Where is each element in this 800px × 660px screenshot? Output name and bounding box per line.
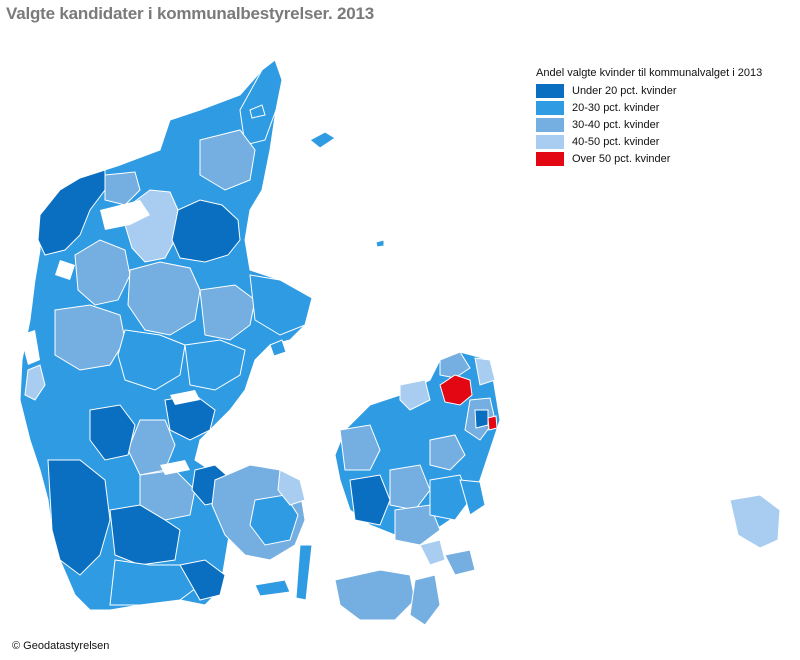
stevns-region bbox=[459, 479, 486, 516]
legend-item-over-50: Over 50 pct. kvinder bbox=[536, 150, 762, 167]
samso bbox=[269, 339, 287, 357]
copenhagen-center bbox=[474, 409, 489, 429]
map-title: Valgte kandidater i kommunalbestyrelser.… bbox=[6, 4, 375, 23]
silkeborg-region bbox=[117, 329, 186, 391]
viborg-region bbox=[127, 261, 201, 336]
thisted-region bbox=[37, 169, 106, 256]
legend-label: 20-30 pct. kvinder bbox=[572, 101, 660, 114]
gribskov-region bbox=[439, 351, 471, 379]
helsingor-region bbox=[474, 357, 496, 386]
legend-item-30-40: 30-40 pct. kvinder bbox=[536, 116, 762, 133]
legend-item-under-20: Under 20 pct. kvinder bbox=[536, 82, 762, 99]
legend-item-40-50: 40-50 pct. kvinder bbox=[536, 133, 762, 150]
frederikshavn-region bbox=[239, 59, 283, 146]
randers-region bbox=[199, 284, 256, 341]
djursland-region bbox=[249, 274, 313, 336]
zealand bbox=[334, 351, 501, 546]
legend-label: Over 50 pct. kvinder bbox=[572, 152, 671, 165]
hjelm bbox=[375, 239, 385, 248]
aabenraa-region bbox=[109, 559, 201, 606]
roskilde-region bbox=[429, 434, 466, 471]
legend-title: Andel valgte kvinder til kommunalvalget … bbox=[536, 67, 763, 79]
legend-label: Under 20 pct. kvinder bbox=[572, 84, 677, 97]
legend-swatch bbox=[536, 100, 564, 115]
kalundborg-region bbox=[339, 424, 381, 471]
aarhus-region bbox=[184, 339, 246, 391]
mainland-jutland bbox=[19, 59, 313, 611]
map-legend: Andel valgte kvinder til kommunalvalget … bbox=[536, 67, 762, 167]
bornholm bbox=[729, 494, 781, 549]
herning-region bbox=[54, 304, 126, 371]
copyright-notice: © Geodatastyrelsen bbox=[12, 640, 110, 652]
esbjerg-region bbox=[47, 459, 111, 576]
legend-swatch bbox=[536, 134, 564, 149]
west-coast-light bbox=[24, 364, 46, 401]
sonderborg-region bbox=[179, 559, 226, 601]
laeso bbox=[249, 104, 266, 119]
haderslev-region bbox=[109, 504, 181, 566]
rebild-region bbox=[171, 199, 241, 263]
mon bbox=[444, 549, 476, 576]
ringsted-region bbox=[429, 474, 471, 521]
southern-islands bbox=[334, 539, 476, 626]
legend-swatch bbox=[536, 83, 564, 98]
small-islands bbox=[249, 104, 781, 549]
legend-swatch bbox=[536, 117, 564, 132]
hjorring-region bbox=[199, 129, 256, 191]
hillerod-over50 bbox=[439, 374, 473, 406]
legend-item-20-30: 20-30 pct. kvinder bbox=[536, 99, 762, 116]
langeland bbox=[295, 544, 313, 601]
ikast-region bbox=[89, 404, 136, 461]
dragor-over50 bbox=[487, 415, 498, 431]
legend-label: 40-50 pct. kvinder bbox=[572, 135, 660, 148]
slagelse-region bbox=[389, 464, 431, 511]
funen bbox=[211, 464, 313, 601]
nyborg-region bbox=[277, 469, 306, 506]
falster bbox=[409, 574, 441, 626]
aero bbox=[254, 579, 291, 597]
guldborgsund bbox=[419, 539, 446, 566]
fjords bbox=[20, 200, 200, 475]
holbaek-region bbox=[349, 474, 391, 526]
anholt bbox=[309, 131, 336, 149]
morsø-region bbox=[104, 171, 141, 206]
legend-label: 30-40 pct. kvinder bbox=[572, 118, 660, 131]
legend-swatch bbox=[536, 151, 564, 166]
lolland bbox=[334, 569, 416, 621]
naestved-region bbox=[394, 504, 441, 546]
skive-region bbox=[74, 239, 131, 306]
odsherred-region bbox=[399, 379, 431, 411]
